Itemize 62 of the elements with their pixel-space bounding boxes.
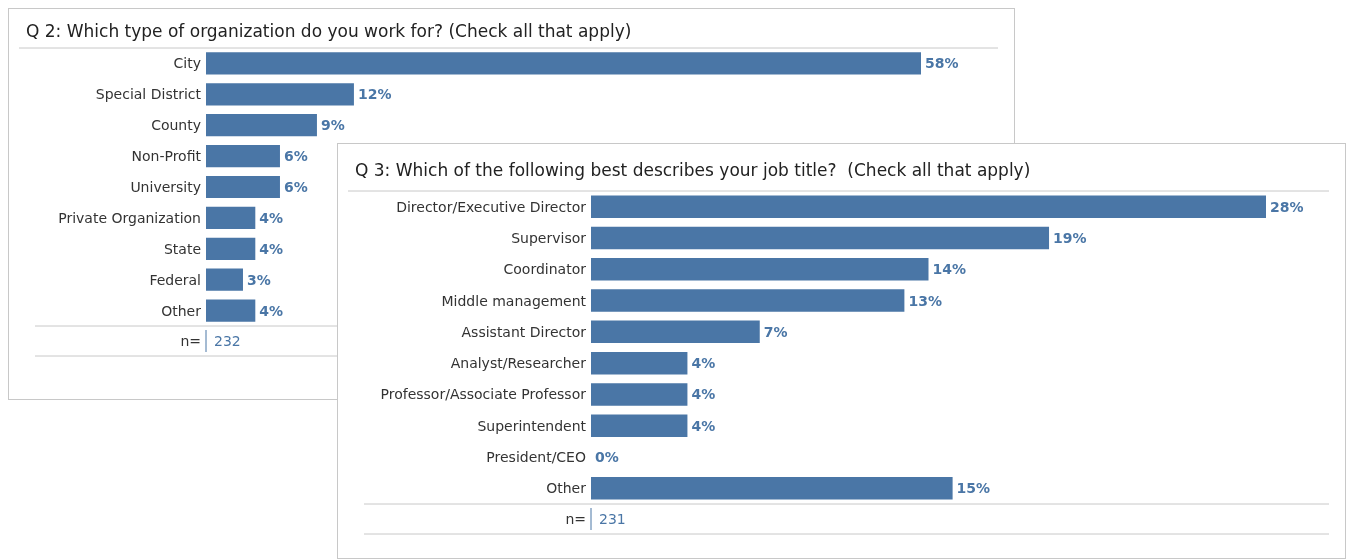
chart-title: Q 2: Which type of organization do you work for? (Check all that apply) (26, 20, 632, 41)
data-label: 28% (1270, 198, 1304, 215)
y-tick-label: Assistant Director (461, 323, 587, 340)
bar (206, 237, 256, 260)
y-tick-label: Analyst/Researcher (450, 355, 587, 372)
y-tick-label: Special District (95, 86, 202, 103)
bar (591, 226, 1050, 250)
data-label: 4% (259, 240, 284, 257)
data-label: 19% (1053, 229, 1087, 246)
bar (206, 206, 256, 230)
text: 232 (214, 333, 241, 349)
data-label: 15% (956, 480, 991, 497)
bar (591, 257, 929, 281)
data-label: 12% (357, 86, 392, 103)
data-label: 4% (691, 355, 716, 372)
data-label: 58% (925, 55, 959, 72)
data-label: 7% (763, 323, 788, 340)
bar (591, 320, 760, 344)
bar (206, 144, 280, 168)
bar (591, 414, 688, 438)
data-label: 6% (283, 179, 308, 195)
y-tick-label: Director/Executive Director (396, 198, 587, 215)
bar (206, 83, 354, 106)
y-tick-label: President/CEO (486, 449, 586, 466)
y-tick-label: City (173, 55, 201, 72)
data-label: 4% (691, 417, 716, 434)
y-tick-label: County (151, 117, 201, 134)
y-tick-label: Private Organization (58, 209, 201, 226)
bar (206, 52, 921, 75)
text: n= (565, 511, 586, 527)
data-label: 0% (595, 449, 619, 466)
y-tick-label: State (163, 240, 201, 257)
data-label: 6% (283, 148, 308, 165)
bar (206, 268, 243, 291)
y-tick-label: Coordinator (503, 261, 587, 278)
chart-title: Q 3: Which of the following best describes your job title? (Check all that apply) (355, 159, 1031, 180)
y-tick-label: Non-Profit (131, 148, 202, 165)
bar (206, 114, 317, 137)
data-label: 13% (908, 292, 942, 309)
y-tick-label: University (130, 179, 201, 195)
y-tick-label: Superintendent (477, 417, 587, 434)
y-tick-label: Other (546, 480, 587, 497)
bar (591, 477, 953, 500)
data-label: 14% (932, 261, 967, 278)
y-tick-label: Middle management (441, 292, 587, 309)
bar (591, 289, 905, 312)
data-label: 4% (691, 386, 716, 403)
bar (206, 175, 280, 199)
y-tick-label: Professor/Associate Professor (380, 386, 587, 403)
bar (591, 383, 688, 406)
bar (206, 299, 256, 322)
y-tick-label: Supervisor (511, 229, 587, 246)
y-tick-label: Federal (149, 271, 201, 288)
data-label: 9% (320, 117, 345, 134)
data-label: 4% (259, 302, 284, 319)
bar (591, 195, 1266, 218)
text: 231 (599, 511, 626, 527)
text: n= (180, 333, 201, 349)
data-label: 3% (246, 271, 271, 288)
data-label: 4% (259, 209, 284, 226)
bar (591, 351, 688, 375)
y-tick-label: Other (161, 302, 202, 319)
